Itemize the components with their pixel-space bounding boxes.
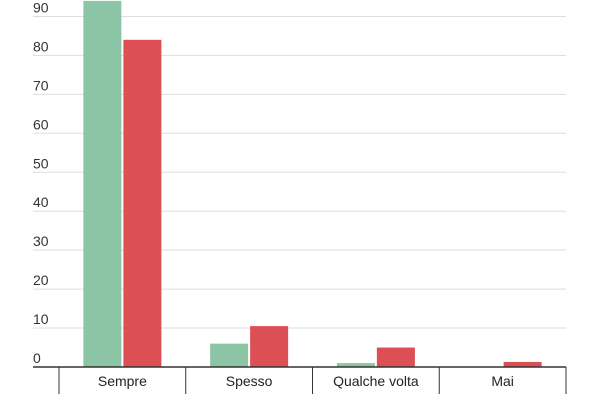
y-tick-label: 40 — [33, 194, 49, 210]
y-axis-tick-labels: 0 10 20 30 40 50 60 70 80 90 — [33, 0, 49, 366]
x-category-label: Sempre — [98, 373, 147, 389]
x-axis — [33, 366, 567, 394]
gridlines — [33, 15, 566, 329]
bar-spesso-series-1 — [210, 343, 249, 367]
x-category-label: Spesso — [226, 373, 273, 389]
bar-sempre-series-2 — [123, 39, 162, 367]
y-tick-label: 90 — [33, 0, 49, 15]
y-tick-label: 50 — [33, 155, 49, 171]
y-tick-label: 0 — [33, 350, 41, 366]
bar-qualche-volta-series-1 — [336, 363, 375, 367]
x-axis-category-labels: Sempre Spesso Qualche volta Mai — [98, 373, 514, 389]
bar-sempre-series-1 — [83, 0, 122, 368]
x-category-label: Mai — [491, 373, 514, 389]
bars — [83, 0, 542, 368]
y-tick-label: 20 — [33, 272, 49, 288]
y-tick-label: 80 — [33, 38, 49, 54]
y-tick-label: 10 — [33, 311, 49, 327]
bar-qualche-volta-series-2 — [376, 347, 415, 367]
y-tick-label: 70 — [33, 77, 49, 93]
bar-spesso-series-2 — [250, 326, 289, 367]
y-tick-label: 30 — [33, 233, 49, 249]
bar-mai-series-2 — [503, 361, 542, 367]
x-category-label: Qualche volta — [333, 373, 419, 389]
y-tick-label: 60 — [33, 116, 49, 132]
